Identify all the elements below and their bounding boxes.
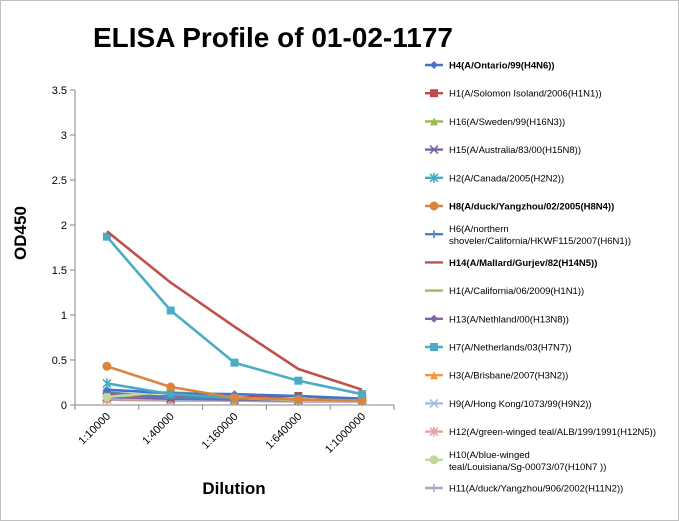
data-point [358, 390, 367, 399]
legend-label: H9(A/Hong Kong/1073/99(H9N2)) [449, 399, 592, 410]
legend-item: H15(A/Australia/83/00(H15N8)) [425, 145, 581, 156]
y-tick-label: 1 [61, 310, 67, 322]
data-point [102, 385, 111, 394]
legend-label: H12(A/green-winged teal/ALB/199/1991(H12… [449, 427, 656, 438]
legend-label: H4(A/Ontario/99(H4N6)) [449, 61, 555, 72]
legend: H4(A/Ontario/99(H4N6)) H1(A/Solomon Isola… [425, 61, 656, 495]
square-marker [430, 343, 438, 351]
data-point [166, 382, 176, 392]
legend-item: H7(A/Netherlands/03(H7N7)) [425, 343, 572, 354]
x-tick-label: 1:640000 [263, 411, 304, 452]
legend-label: H10(A/blue-winged teal/Louisiana/Sg-00073… [449, 450, 606, 473]
x-tick-label: 1:40000 [140, 411, 177, 448]
y-tick-label: 0 [61, 400, 67, 412]
legend-label: H15(A/Australia/83/00(H15N8)) [449, 145, 581, 156]
legend-item: H6(A/northern shoveler/California/HKWF115… [425, 224, 631, 247]
circle-marker [429, 455, 439, 465]
y-tick-label: 3.5 [52, 85, 67, 97]
data-point [102, 392, 112, 402]
legend-label: H2(A/Canada/2005(H2N2)) [449, 173, 564, 184]
triangle-marker [430, 371, 438, 380]
legend-item: H9(A/Hong Kong/1073/99(H9N2)) [425, 398, 592, 410]
legend-item: H16(A/Sweden/99(H16N3)) [425, 117, 565, 128]
legend-label: H16(A/Sweden/99(H16N3)) [449, 117, 565, 128]
legend-label: H1(A/California/06/2009(H1N1)) [449, 286, 584, 297]
y-tick-label: 0.5 [52, 355, 67, 367]
legend-item: H11(A/duck/Yangzhou/906/2002(H11N2)) [425, 484, 623, 495]
data-point [102, 378, 112, 389]
diamond-marker [430, 61, 438, 69]
legend-item: H10(A/blue-winged teal/Louisiana/Sg-00073… [425, 450, 606, 473]
circle-marker [429, 201, 439, 211]
legend-item: H2(A/Canada/2005(H2N2)) [425, 172, 564, 184]
legend-item: H14(A/Mallard/Gurjev/82(H14N5)) [425, 258, 597, 269]
legend-item: H12(A/green-winged teal/ALB/199/1991(H12… [425, 426, 656, 438]
data-point [293, 395, 303, 405]
series-line [106, 230, 363, 391]
plot-area: 0 0.5 1 1.5 2 2.5 3 3.5 1:10000 1:40000 1:160000 1:… [52, 85, 395, 456]
plus-marker [430, 484, 438, 492]
legend-item: H4(A/Ontario/99(H4N6)) [425, 61, 555, 72]
diamond-marker [430, 314, 438, 323]
data-point [357, 396, 367, 405]
legend-label: H8(A/duck/Yangzhou/02/2005(H8N4)) [449, 202, 614, 213]
series-line [105, 235, 363, 396]
x-tick-label: 1:160000 [200, 411, 241, 452]
data-point [230, 358, 239, 367]
series-5 [102, 361, 367, 405]
legend-label: H6(A/northern shoveler/California/HKWF115… [449, 224, 631, 247]
square-marker [430, 89, 438, 98]
legend-item: H8(A/duck/Yangzhou/02/2005(H8N4)) [425, 201, 614, 213]
series-10 [102, 232, 367, 399]
data-point [294, 376, 303, 385]
star-marker [429, 172, 439, 183]
legend-label: H14(A/Mallard/Gurjev/82(H14N5)) [449, 258, 597, 269]
legend-item: H1(A/California/06/2009(H1N1)) [425, 286, 584, 297]
data-point [230, 393, 239, 403]
star-marker [429, 426, 439, 437]
x-axis-title: Dilution [202, 479, 265, 498]
triangle-marker [430, 117, 438, 126]
x-marker [429, 145, 439, 155]
data-point [102, 361, 112, 371]
series-7 [106, 230, 363, 391]
legend-item: H3(A/Brisbane/2007(H3N2)) [425, 371, 568, 382]
legend-label: H7(A/Netherlands/03(H7N7)) [449, 343, 572, 354]
legend-item: H13(A/Nethland/00(H13N8)) [425, 314, 569, 325]
data-point [166, 306, 175, 315]
chart-title: ELISA Profile of 01-02-1177 [93, 22, 453, 53]
data-point [102, 232, 111, 241]
legend-label: H13(A/Nethland/00(H13N8)) [449, 314, 569, 325]
y-tick-label: 2.5 [52, 175, 67, 187]
y-tick-label: 3 [61, 130, 67, 142]
legend-label: H11(A/duck/Yangzhou/906/2002(H11N2)) [449, 484, 623, 495]
y-tick-label: 2 [61, 220, 67, 232]
plus-marker [430, 230, 438, 239]
y-axis-title: OD450 [11, 206, 30, 260]
legend-item: H1(A/Solomon Isoland/2006(H1N1)) [425, 89, 602, 100]
x-tick-label: 1:10000 [76, 411, 113, 448]
x-marker [429, 398, 439, 408]
x-tick-label: 1:1000000 [323, 411, 368, 456]
legend-label: H1(A/Solomon Isoland/2006(H1N1)) [449, 89, 602, 100]
legend-label: H3(A/Brisbane/2007(H3N2)) [449, 371, 568, 382]
y-tick-label: 1.5 [52, 265, 67, 277]
